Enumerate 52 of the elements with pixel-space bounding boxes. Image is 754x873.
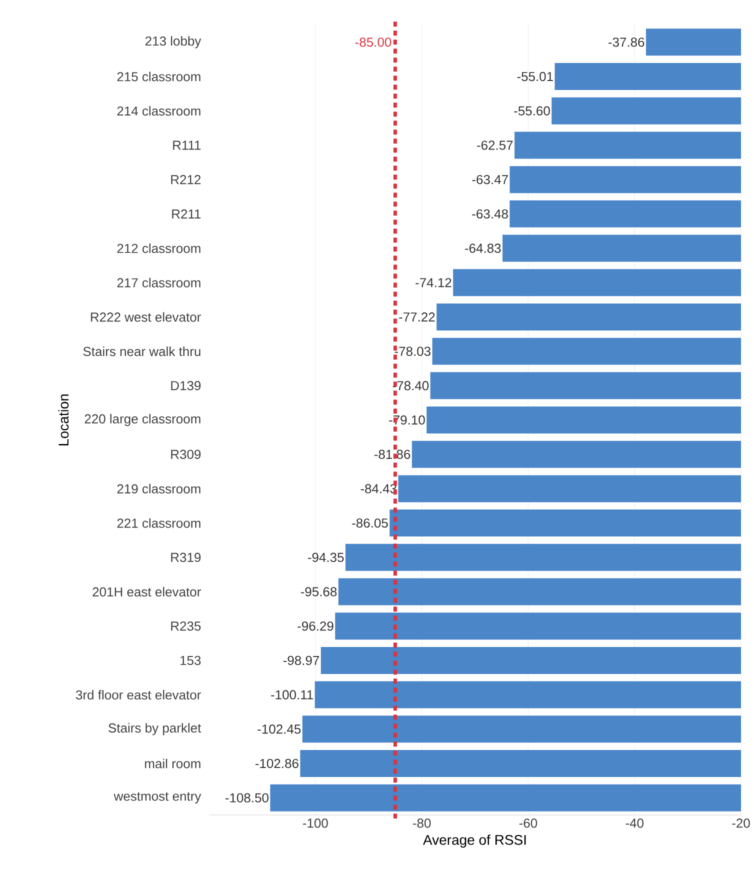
- data-label: -63.47: [472, 174, 508, 184]
- y-tick-label: Stairs near walk thru: [83, 346, 200, 356]
- y-tick-label: 217 classroom: [117, 278, 200, 288]
- y-tick-label: Stairs by parklet: [108, 723, 202, 736]
- y-tick-label: 212 classroom: [117, 243, 200, 254]
- y-tick-label: R212: [171, 175, 201, 184]
- y-tick-label: D139: [171, 381, 201, 390]
- data-label: -77.22: [399, 312, 435, 322]
- data-label: -86.05: [352, 518, 388, 528]
- data-label: -55.01: [517, 72, 554, 82]
- data-label: -102.45: [258, 724, 301, 734]
- y-tick-label: 213 lobby: [146, 36, 202, 48]
- data-label: -78.03: [394, 346, 431, 356]
- y-tick-label: 221 classroom: [117, 518, 200, 528]
- x-axis-title: Average of RSSI: [423, 834, 526, 848]
- y-tick-label: 220 large classroom: [84, 414, 200, 426]
- data-label: -78.40: [392, 381, 429, 390]
- data-label: -108.50: [226, 793, 269, 802]
- y-axis-title: Location: [58, 394, 69, 446]
- y-tick-label: mail room: [145, 758, 200, 768]
- x-tick-label: -80: [413, 818, 431, 828]
- data-label: -95.68: [301, 587, 337, 596]
- data-label: -100.11: [271, 690, 314, 700]
- data-label: -74.12: [416, 278, 452, 288]
- ref-line-label: -85.00: [356, 38, 392, 47]
- x-tick-label: -100: [303, 818, 328, 828]
- data-label: -94.35: [308, 552, 344, 562]
- x-tick-label: -60: [520, 818, 538, 828]
- data-label: -81.86: [374, 450, 410, 459]
- y-tick-label: R319: [171, 552, 201, 562]
- data-label: -98.97: [284, 656, 320, 666]
- x-tick-label: -20: [732, 818, 750, 828]
- y-tick-label: 153: [180, 656, 201, 666]
- y-tick-label: westmost entry: [114, 792, 202, 804]
- y-tick-label: R235: [171, 621, 201, 631]
- data-label: -96.29: [298, 621, 334, 631]
- data-label: -102.86: [256, 758, 299, 768]
- y-tick-label: 219 classroom: [117, 484, 200, 494]
- y-tick-label: R111: [173, 140, 201, 150]
- y-tick-label: 201H east elevator: [92, 586, 202, 597]
- data-label: -63.48: [472, 209, 508, 219]
- data-label: -37.86: [608, 38, 644, 47]
- data-label: -55.60: [514, 106, 550, 116]
- x-tick-label: -40: [626, 818, 644, 828]
- y-tick-label: 214 classroom: [117, 106, 200, 116]
- data-label: -64.83: [465, 244, 501, 253]
- y-tick-label: 3rd floor east elevator: [76, 690, 202, 700]
- y-tick-label: R222 west elevator: [91, 312, 202, 322]
- y-tick-label: R211: [172, 209, 201, 218]
- y-tick-label: R309: [171, 450, 201, 459]
- data-label: -62.57: [477, 140, 513, 150]
- y-tick-label: 215 classroom: [117, 72, 200, 82]
